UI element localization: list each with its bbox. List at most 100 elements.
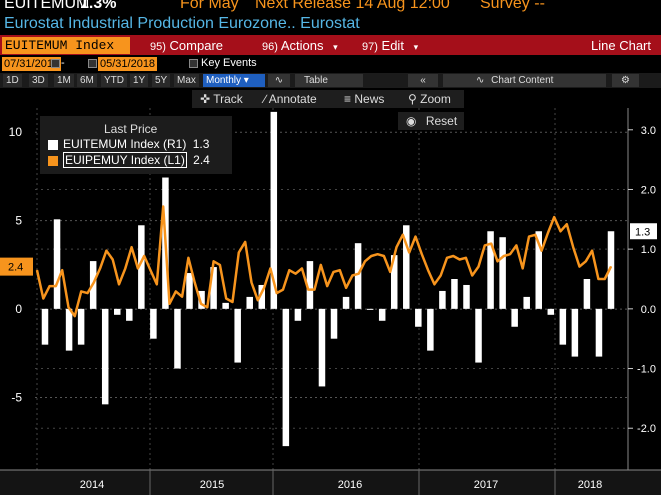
range-1d[interactable]: 1D bbox=[3, 74, 22, 87]
line-point bbox=[465, 257, 467, 259]
compare-shortcut: 95) bbox=[150, 41, 166, 53]
bar bbox=[330, 308, 338, 339]
chevron-down-icon: ▾ bbox=[413, 42, 419, 52]
line-point bbox=[257, 299, 259, 301]
line-point bbox=[86, 292, 89, 294]
x-tick-label: 2014 bbox=[80, 479, 104, 491]
bar-series bbox=[41, 111, 615, 447]
line-point bbox=[477, 266, 480, 268]
line-point bbox=[459, 258, 461, 261]
range-1m[interactable]: 1M bbox=[54, 74, 74, 87]
line-point bbox=[219, 264, 221, 266]
bar bbox=[487, 231, 494, 309]
value-tags: 2.4 1.3 bbox=[0, 205, 657, 317]
bar bbox=[186, 273, 193, 309]
bar bbox=[306, 261, 314, 309]
line-point bbox=[402, 234, 404, 236]
legend-panel bbox=[40, 116, 232, 174]
reset-button[interactable]: ◉ Reset bbox=[398, 112, 464, 130]
reset-label: Reset bbox=[425, 114, 458, 128]
left-tick-label: -5 bbox=[11, 390, 22, 404]
bar bbox=[101, 308, 109, 405]
legend-title: Last Price bbox=[104, 122, 158, 136]
legend-item-euitemum[interactable]: EUITEMUM Index (R1) 1.3 bbox=[63, 137, 209, 151]
annotate-tool[interactable]: ∕ Annotate bbox=[264, 92, 317, 106]
bar bbox=[114, 308, 121, 315]
line-point bbox=[383, 255, 385, 257]
line-point bbox=[522, 267, 524, 269]
line-point bbox=[433, 283, 435, 285]
chart-type-label[interactable]: Line Chart bbox=[591, 38, 651, 53]
zoom-tool[interactable]: ⚲ Zoom bbox=[408, 92, 451, 106]
line-point bbox=[61, 269, 63, 271]
range-max[interactable]: Max bbox=[174, 74, 199, 87]
track-tool[interactable]: ✜ Track bbox=[200, 92, 243, 106]
legend-item-euipemuy[interactable]: EUIPEMUY Index (L1) 2.4 bbox=[63, 152, 210, 168]
line-point bbox=[93, 281, 95, 284]
range-6m[interactable]: 6M bbox=[77, 74, 97, 87]
bar bbox=[571, 308, 579, 357]
line-point bbox=[414, 235, 417, 238]
line-point bbox=[263, 287, 265, 289]
range-5y[interactable]: 5Y bbox=[152, 74, 171, 87]
chart-content-button[interactable]: ∿ Chart Content bbox=[443, 74, 606, 87]
bar bbox=[126, 308, 133, 321]
line-point bbox=[339, 269, 341, 271]
table-button[interactable]: Table bbox=[295, 74, 363, 87]
price-chart[interactable]: 10 5 0 -5 3.0 2.0 1.0 0.0 -1.0 -2.0 2014 2015 2016… bbox=[0, 88, 661, 495]
actions-menu[interactable]: 96) Actions ▾ bbox=[262, 37, 338, 54]
bar bbox=[511, 308, 518, 327]
end-calendar-icon[interactable] bbox=[88, 59, 97, 68]
reset-icon: ◉ bbox=[406, 114, 417, 128]
edit-menu[interactable]: 97) Edit ▾ bbox=[362, 37, 418, 54]
key-events-checkbox[interactable] bbox=[189, 59, 198, 68]
line-point bbox=[528, 235, 530, 238]
range-1y[interactable]: 1Y bbox=[130, 74, 149, 87]
line-point bbox=[112, 258, 114, 261]
menu-bar bbox=[0, 35, 661, 55]
security-input[interactable]: EUITEMUM Index bbox=[2, 37, 130, 54]
line-point bbox=[231, 301, 234, 303]
line-point bbox=[313, 289, 316, 291]
bar bbox=[535, 231, 542, 309]
bar bbox=[463, 284, 470, 309]
survey-value: Survey -- bbox=[480, 0, 545, 12]
next-release: Next Release 14 Aug 12:00 bbox=[255, 0, 450, 12]
compare-menu[interactable]: 95) Compare bbox=[150, 37, 223, 54]
bar bbox=[547, 308, 555, 315]
line-point bbox=[118, 283, 120, 285]
bar bbox=[523, 296, 530, 309]
line-chart-icon[interactable]: ∿ bbox=[268, 74, 290, 87]
track-label: Track bbox=[213, 92, 243, 106]
bar bbox=[595, 308, 603, 357]
start-calendar-icon[interactable] bbox=[51, 59, 60, 68]
right-tick-label: 2.0 bbox=[641, 184, 656, 196]
left-value-tag-text: 2.4 bbox=[8, 262, 23, 274]
bar bbox=[378, 308, 386, 321]
end-date-input[interactable]: 05/31/2018 bbox=[98, 57, 158, 71]
left-value-tag bbox=[0, 257, 33, 276]
line-point bbox=[162, 205, 164, 208]
line-point bbox=[269, 267, 271, 269]
range-ytd[interactable]: YTD bbox=[101, 74, 127, 87]
line-point bbox=[332, 271, 335, 273]
line-point bbox=[276, 292, 278, 294]
chart-tools bbox=[192, 90, 464, 108]
gear-icon[interactable]: ⚙ bbox=[612, 74, 639, 87]
frequency-select[interactable]: Monthly ▾ bbox=[203, 74, 265, 87]
news-icon: ≡ bbox=[344, 92, 352, 106]
bar bbox=[354, 243, 362, 309]
collapse-panel-icon[interactable]: « bbox=[408, 74, 438, 87]
start-date-input[interactable]: 07/31/2012 bbox=[2, 57, 62, 71]
x-tick-label: 2016 bbox=[338, 479, 362, 491]
bar bbox=[559, 308, 567, 345]
right-value-tag bbox=[630, 223, 657, 240]
actions-shortcut: 96) bbox=[262, 41, 278, 53]
x-tick-label: 2017 bbox=[474, 479, 498, 491]
news-tool[interactable]: ≡ News bbox=[344, 92, 384, 106]
line-point bbox=[282, 289, 284, 291]
x-axis: 2014 2015 2016 2017 2018 bbox=[0, 469, 661, 495]
line-point bbox=[484, 244, 486, 246]
range-3d[interactable]: 3D bbox=[29, 74, 48, 87]
bar bbox=[282, 308, 290, 447]
